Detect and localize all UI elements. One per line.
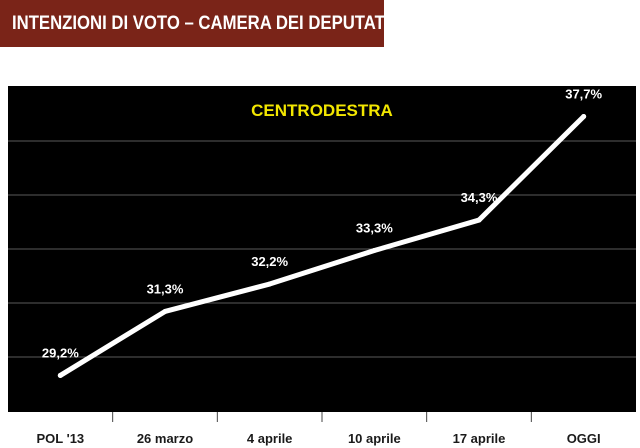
data-point: [162, 308, 168, 314]
x-tick-label: 17 aprile: [453, 431, 506, 446]
x-tick-label: 26 marzo: [137, 431, 193, 446]
page-title: INTENZIONI DI VOTO – CAMERA DEI DEPUTATI: [12, 12, 390, 34]
data-label: 29,2%: [42, 345, 79, 360]
data-point: [581, 113, 587, 119]
data-point: [476, 217, 482, 223]
x-tick-label: 4 aprile: [247, 431, 293, 446]
data-label: 34,3%: [461, 190, 498, 205]
x-tick-label: OGGI: [567, 431, 601, 446]
series-title: CENTRODESTRA: [251, 101, 393, 120]
data-label: 32,2%: [251, 254, 288, 269]
data-point: [57, 372, 63, 378]
x-tick-label: POL '13: [37, 431, 85, 446]
data-point: [267, 281, 273, 287]
data-label: 31,3%: [147, 281, 184, 296]
header-banner: INTENZIONI DI VOTO – CAMERA DEI DEPUTATI: [0, 0, 389, 47]
series-line-centrodestra: [57, 113, 587, 378]
data-label: 33,3%: [356, 221, 393, 236]
data-point: [371, 248, 377, 254]
data-label: 37,7%: [565, 86, 602, 101]
x-tick-label: 10 aprile: [348, 431, 401, 446]
